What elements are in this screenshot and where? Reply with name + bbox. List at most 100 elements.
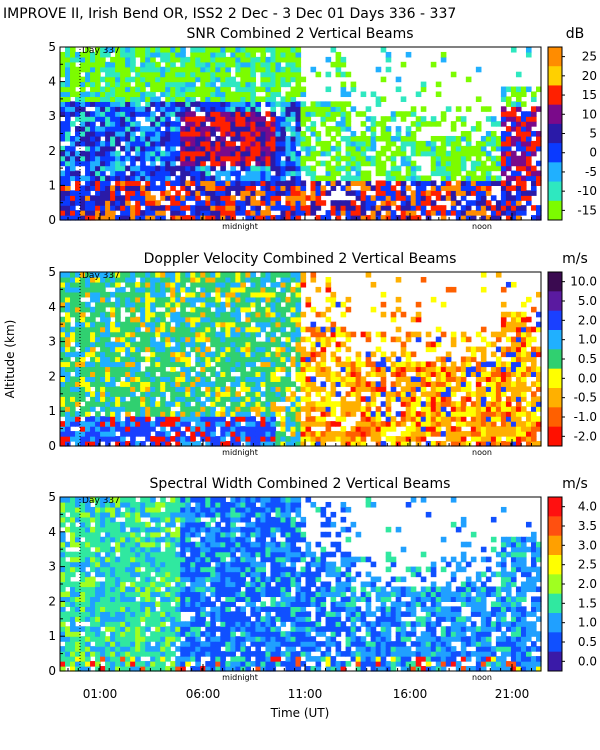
heatmap-cell [395,126,402,132]
heatmap-cell [155,47,161,53]
heatmap-cell [95,311,101,318]
heatmap-cell [300,185,307,191]
heatmap-cell [280,436,287,442]
heatmap-cell [135,200,141,206]
heatmap-cell [165,106,171,112]
heatmap-cell [220,346,226,353]
heatmap-cell [155,101,161,107]
heatmap-cell [145,381,151,387]
heatmap-cell [160,436,166,442]
heatmap-cell [320,431,327,437]
heatmap-cell [255,131,262,137]
heatmap-cell [255,215,262,221]
heatmap-cell [195,185,201,191]
heatmap-cell [170,145,176,152]
heatmap-cell [220,190,226,196]
heatmap-cell [365,336,372,343]
heatmap-cell [430,371,437,377]
heatmap-cell [405,431,412,437]
heatmap-cell [395,135,402,142]
heatmap-cell [60,376,66,382]
heatmap-cell [125,381,131,387]
heatmap-cell [420,121,427,127]
heatmap-cell [500,170,507,177]
heatmap-cell [275,126,282,132]
heatmap-cell [75,210,81,216]
heatmap-cell [140,371,146,377]
heatmap-cell [495,406,502,412]
heatmap-cell [145,281,151,288]
heatmap-cell [155,126,161,132]
heatmap-cell [275,91,282,98]
heatmap-cell [460,135,467,142]
heatmap-cell [130,361,136,368]
heatmap-cell [200,210,206,216]
heatmap-cell [165,276,171,283]
heatmap-cell [335,140,342,147]
heatmap-cell [105,396,111,402]
heatmap-cell [200,150,206,157]
heatmap-cell [165,416,171,422]
heatmap-cell [190,91,196,98]
heatmap-cell [430,396,437,402]
heatmap-cell [80,86,86,93]
heatmap-cell [170,185,176,191]
heatmap-cell [285,376,292,382]
heatmap-cell [110,346,116,353]
heatmap-cell [315,205,322,211]
heatmap-cell [155,145,161,152]
heatmap-cell [100,210,106,216]
heatmap-cell [320,401,327,407]
heatmap-cell [335,51,342,58]
heatmap-cell [185,321,191,328]
heatmap-cell [200,291,206,298]
heatmap-cell [380,180,387,186]
heatmap-cell [80,361,86,368]
heatmap-cell [365,396,372,402]
heatmap-cell [425,396,432,402]
heatmap-cell [125,71,131,78]
heatmap-cell [125,51,131,58]
heatmap-cell [135,316,141,323]
heatmap-cell [250,121,257,127]
heatmap-cell [95,356,101,363]
heatmap-cell [515,331,522,338]
heatmap-cell [160,431,166,437]
heatmap-cell [155,165,161,172]
heatmap-cell [445,190,452,196]
heatmap-cell [485,205,492,211]
heatmap-cell [345,306,352,313]
heatmap-cell [215,76,221,83]
heatmap-cell [445,391,452,397]
heatmap-cell [135,185,141,191]
heatmap-cell [75,431,81,437]
heatmap-cell [485,381,492,387]
heatmap-cell [475,441,482,447]
heatmap-cell [515,160,522,167]
heatmap-cell [390,200,397,206]
heatmap-cell [475,376,482,382]
heatmap-cell [165,336,171,343]
heatmap-cell [300,145,307,152]
heatmap-cell [260,140,267,147]
heatmap-cell [295,155,302,162]
heatmap-cell [360,406,367,412]
heatmap-cell [65,51,71,58]
heatmap-cell [215,61,221,68]
heatmap-cell [195,121,201,127]
heatmap-cell [145,150,151,157]
heatmap-cell [210,396,216,402]
heatmap-cell [90,140,96,147]
heatmap-cell [405,416,412,422]
heatmap-cell [240,436,246,442]
heatmap-cell [210,205,216,211]
heatmap-cell [95,56,101,63]
heatmap-cell [385,145,392,152]
heatmap-cell [225,346,231,353]
heatmap-cell [385,155,392,162]
heatmap-cell [385,195,392,201]
heatmap-cell [420,431,427,437]
heatmap-cell [270,331,277,338]
heatmap-cell [90,321,96,328]
heatmap-cell [270,341,277,348]
